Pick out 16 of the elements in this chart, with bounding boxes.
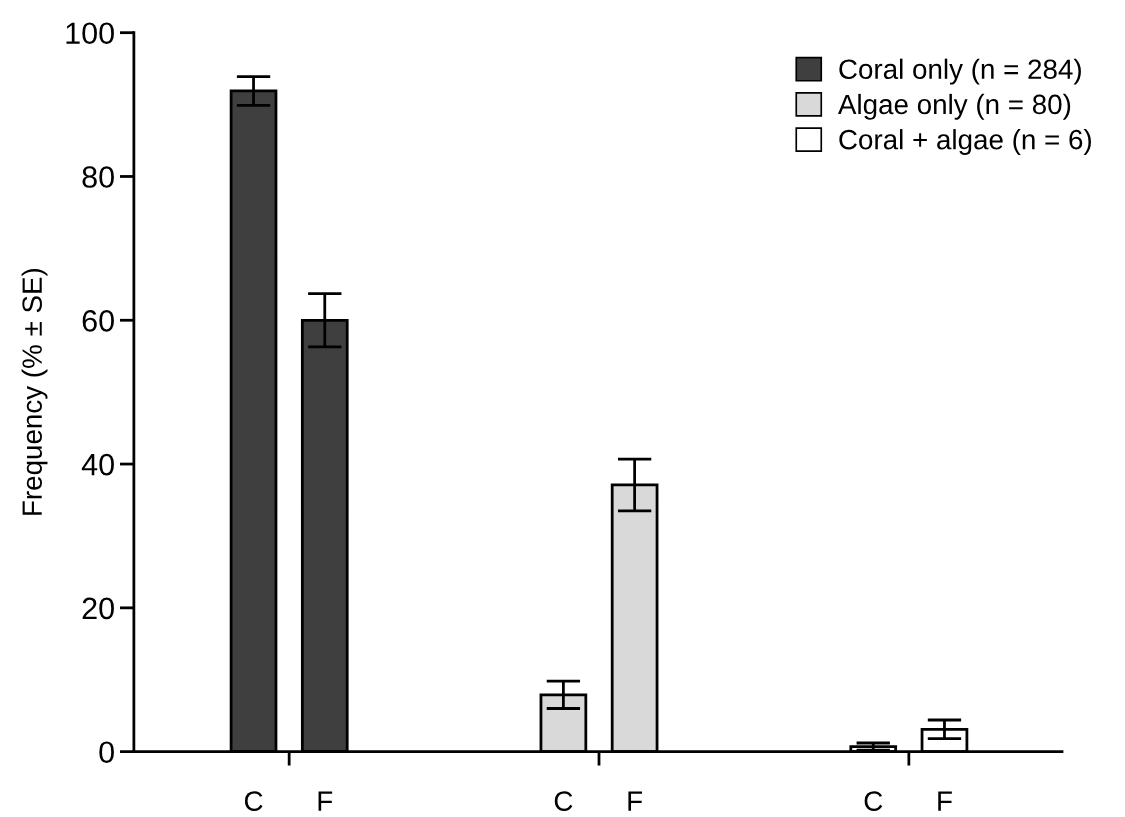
y-axis-title: Frequency (% ± SE) xyxy=(21,268,48,515)
y-tick-label: 60 xyxy=(82,310,114,332)
y-tick-label: 100 xyxy=(66,22,114,45)
y-tick-label: 0 xyxy=(99,741,114,764)
legend-label: Coral only (n = 284) xyxy=(839,58,1081,85)
y-tick-label: 40 xyxy=(81,453,114,476)
x-tick-label: F xyxy=(318,791,333,811)
x-tick-label: F xyxy=(628,791,642,811)
x-tick-label: C xyxy=(554,791,573,811)
y-tick-label: 20 xyxy=(82,597,114,620)
legend-label: Coral + algae (n = 6) xyxy=(839,129,1091,155)
x-tick-label: C xyxy=(864,791,883,811)
y-tick-label: 80 xyxy=(82,166,114,188)
x-tick-label: F xyxy=(938,791,952,811)
legend-label: Algae only (n = 80) xyxy=(837,93,1071,120)
x-tick-label: C xyxy=(244,791,263,811)
